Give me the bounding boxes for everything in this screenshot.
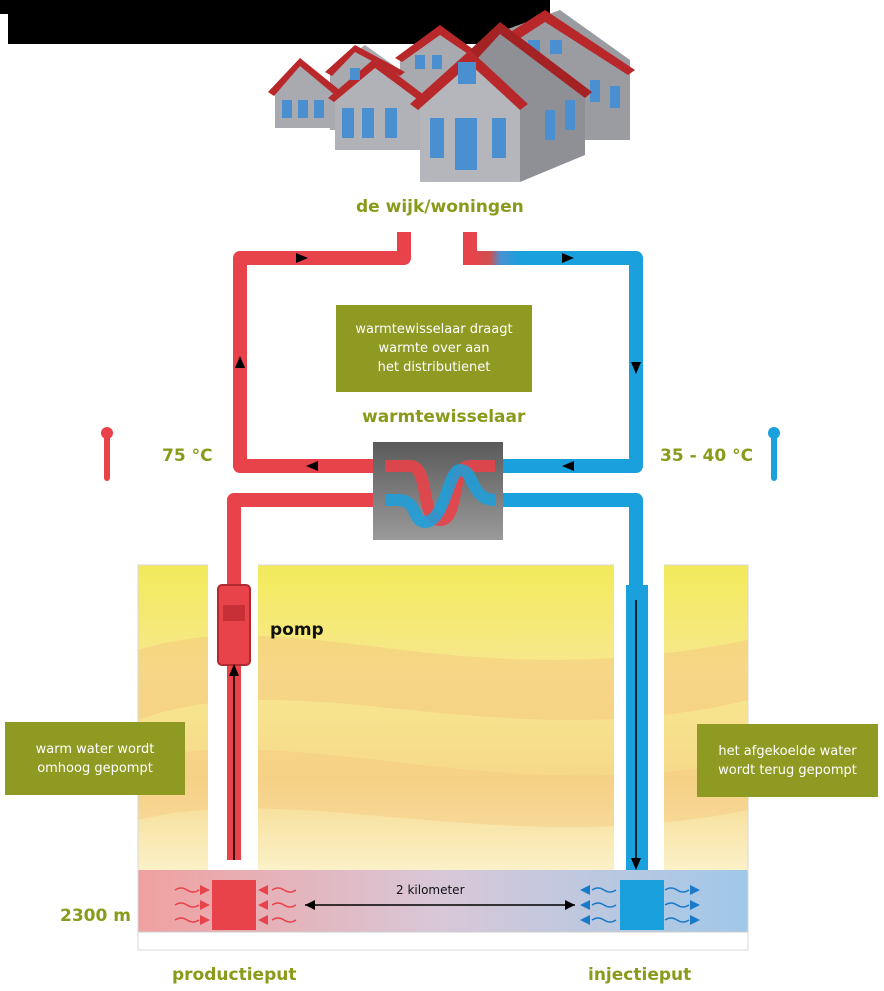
neighborhood-label: de wijk/woningen <box>356 197 524 217</box>
top-black-bar <box>0 0 550 44</box>
warm-water-note-line-1: warm water wordt <box>35 741 155 757</box>
distance-arrow <box>305 900 575 910</box>
flow-arrow-icon <box>229 253 641 870</box>
injection-well-label: injectieput <box>588 965 692 985</box>
thermometer-hot-icon <box>101 427 113 481</box>
production-well-label: productieput <box>172 965 297 985</box>
depth-label: 2300 m <box>60 906 131 926</box>
return-pipe-blend <box>463 232 520 265</box>
warm-water-note-box: warm water wordt omhoog gepompt <box>5 722 185 795</box>
exchanger-note-line-2: warmte over aan <box>378 341 490 356</box>
hot-temperature-label: 75 °C <box>162 446 213 466</box>
hot-aquifer-flow-icons <box>200 885 268 925</box>
cold-temperature-label: 35 - 40 °C <box>660 446 754 466</box>
exchanger-note-line-3: het distributienet <box>377 360 491 375</box>
production-well-bottom <box>212 880 256 930</box>
exchanger-note-line-1: warmtewisselaar draagt <box>355 322 513 337</box>
hot-supply-pipe <box>233 232 411 473</box>
hot-aquifer-wave-icons <box>174 887 297 923</box>
cooled-water-note-line-1: het afgekoelde water <box>718 743 857 759</box>
distance-label: 2 kilometer <box>396 883 465 897</box>
cold-aquifer-flow-icons <box>580 885 700 925</box>
pump-detail <box>223 605 245 621</box>
cooled-water-note-line-2: wordt terug gepompt <box>718 762 857 778</box>
exchanger-note-box: warmtewisselaar draagt warmte over aan h… <box>336 305 532 392</box>
cold-aquifer-wave-icons <box>591 887 690 923</box>
heat-exchanger-unit <box>373 442 503 540</box>
injection-tube <box>626 585 648 870</box>
injection-well-bottom <box>620 880 664 930</box>
top-bar-notch <box>0 14 8 44</box>
pump-label: pomp <box>270 620 324 640</box>
warm-water-note-line-2: omhoog gepompt <box>37 760 153 776</box>
thermometer-cold-icon <box>768 427 780 481</box>
pump-unit <box>217 584 251 666</box>
houses-illustration <box>268 10 635 182</box>
heat-exchanger-label: warmtewisselaar <box>362 407 526 427</box>
cooled-water-note-box: het afgekoelde water wordt terug gepompt <box>697 724 878 797</box>
